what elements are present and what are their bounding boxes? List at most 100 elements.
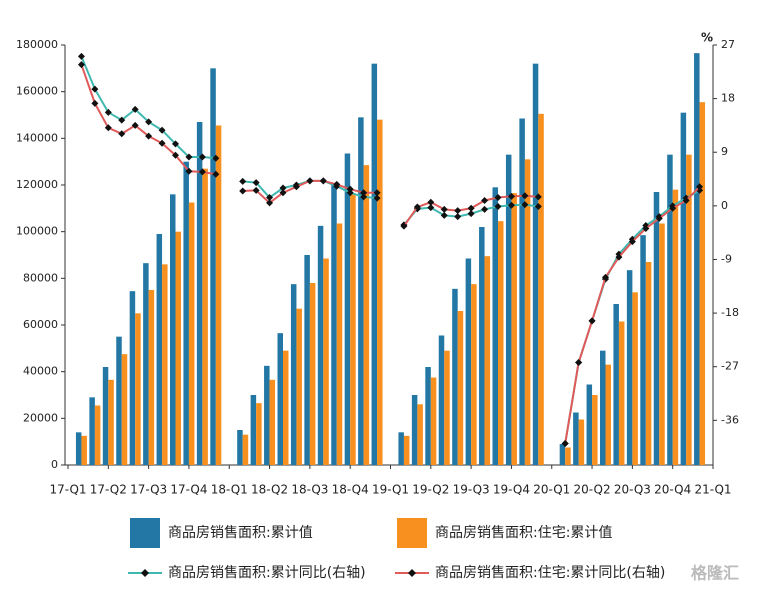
bar	[175, 231, 181, 465]
legend-swatch	[397, 518, 427, 548]
bar	[694, 53, 700, 466]
x-tick-label: 18-Q3	[291, 483, 328, 497]
y2-tick-label: 9	[721, 145, 728, 158]
marker	[172, 151, 179, 159]
legend-marker	[408, 569, 416, 577]
bar	[417, 404, 423, 465]
marker	[333, 180, 341, 188]
marker	[360, 193, 368, 201]
y2-tick-label: -36	[721, 413, 739, 426]
bar	[317, 225, 324, 465]
marker	[494, 202, 502, 210]
bar	[108, 379, 114, 465]
legend-label: 商品房销售面积:累计同比(右轴)	[168, 565, 366, 581]
marker	[642, 224, 650, 232]
x-tick-label: 18-Q1	[211, 483, 248, 497]
bar	[135, 313, 141, 465]
marker	[494, 194, 502, 202]
bar	[667, 154, 673, 465]
bar	[350, 194, 356, 466]
bar	[640, 235, 646, 465]
y2-tick-label: -27	[721, 360, 739, 373]
bar	[511, 193, 517, 465]
y2-tick-label: -18	[721, 306, 739, 319]
bar	[403, 435, 410, 465]
marker	[131, 105, 139, 113]
bar	[237, 430, 243, 465]
y-tick-label: 140000	[16, 131, 58, 144]
marker	[266, 194, 274, 202]
x-tick-label: 18-Q4	[332, 483, 369, 497]
y-tick-label: 100000	[16, 225, 58, 238]
bar	[304, 255, 310, 465]
bar	[699, 102, 706, 466]
legend-label: 商品房销售面积:累计值	[168, 525, 313, 541]
bar	[465, 258, 472, 465]
marker	[172, 140, 179, 148]
x-tick-label: 18-Q2	[251, 483, 288, 497]
bar	[170, 194, 176, 466]
x-tick-label: 20-Q4	[654, 483, 691, 497]
bar	[600, 350, 606, 465]
marker	[91, 99, 99, 107]
bar	[336, 223, 343, 465]
bar	[438, 335, 445, 465]
marker	[427, 198, 435, 206]
bar	[81, 435, 87, 465]
marker	[212, 154, 220, 162]
bar	[398, 432, 404, 465]
bar	[519, 118, 525, 465]
bar	[371, 63, 378, 466]
bar	[309, 283, 316, 465]
y2-unit: %	[701, 31, 713, 45]
bar	[256, 403, 262, 465]
marker	[655, 214, 663, 222]
x-tick-label: 19-Q4	[493, 483, 530, 497]
bar	[586, 384, 593, 465]
marker	[279, 189, 287, 197]
bar	[183, 161, 189, 465]
x-tick-label: 17-Q4	[170, 483, 207, 497]
bar	[148, 290, 155, 465]
bar	[102, 367, 109, 465]
y-tick-label: 160000	[16, 85, 58, 98]
x-tick-label: 20-Q2	[574, 483, 611, 497]
bar	[143, 263, 149, 465]
bar	[363, 165, 370, 465]
bar	[578, 419, 585, 465]
marker	[628, 238, 636, 246]
marker	[319, 177, 327, 185]
bar	[331, 185, 337, 465]
y2-tick-label: 27	[721, 38, 735, 51]
legend-swatch	[130, 518, 160, 548]
marker	[534, 202, 542, 210]
marker	[158, 126, 166, 134]
marker	[561, 440, 569, 448]
marker	[588, 317, 596, 325]
marker	[373, 194, 381, 202]
bar	[444, 350, 450, 465]
marker	[481, 205, 489, 213]
marker	[239, 187, 247, 195]
marker	[292, 183, 300, 191]
marker	[360, 189, 368, 197]
bar	[358, 117, 364, 465]
marker	[252, 179, 260, 187]
marker	[266, 199, 274, 207]
bar	[411, 395, 418, 465]
marker	[185, 167, 193, 175]
marker	[400, 222, 408, 230]
marker	[239, 177, 247, 185]
bar	[532, 63, 539, 466]
y-tick-label: 60000	[23, 318, 58, 331]
bar	[505, 154, 512, 465]
marker	[145, 118, 153, 126]
marker	[118, 130, 126, 138]
marker	[467, 210, 475, 218]
bar	[116, 336, 122, 465]
bar	[479, 227, 485, 465]
marker	[145, 132, 153, 140]
y-tick-label: 40000	[23, 365, 58, 378]
bar	[323, 258, 329, 465]
